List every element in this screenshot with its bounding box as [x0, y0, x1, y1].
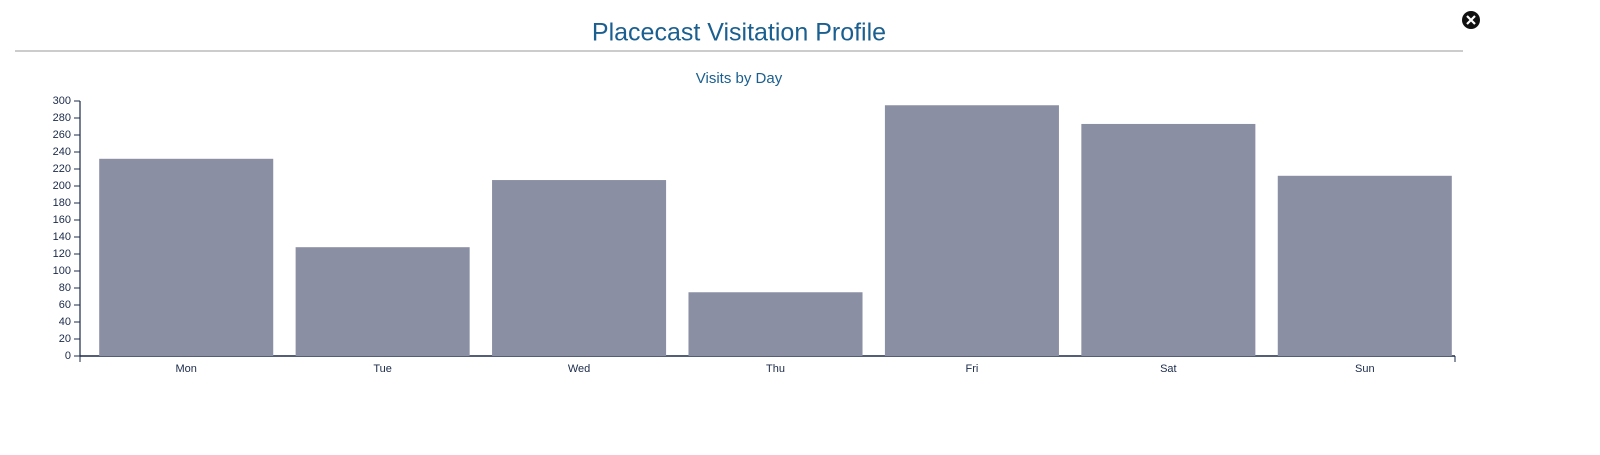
x-tick-label: Tue: [373, 363, 392, 375]
y-tick-label: 240: [53, 146, 71, 158]
y-tick-label: 40: [59, 316, 71, 328]
y-tick-label: 260: [53, 129, 71, 141]
close-button[interactable]: [1462, 11, 1480, 29]
close-cross: [1466, 15, 1476, 25]
y-tick-label: 100: [53, 265, 71, 277]
y-tick-label: 140: [53, 231, 71, 243]
bar: [688, 292, 863, 356]
y-tick-label: 60: [59, 299, 71, 311]
x-tick-label: Fri: [966, 363, 979, 375]
y-tick-label: 220: [53, 163, 71, 175]
x-tick-label: Mon: [176, 363, 197, 375]
bar: [1081, 123, 1256, 356]
y-tick-label: 180: [53, 197, 71, 209]
y-tick-label: 0: [65, 350, 71, 362]
x-tick-label: Sat: [1160, 363, 1177, 375]
bar: [99, 158, 274, 356]
bar: [884, 105, 1059, 356]
bar: [492, 180, 667, 356]
y-tick-label: 80: [59, 282, 71, 294]
y-tick-label: 20: [59, 333, 71, 345]
x-tick-label: Thu: [766, 363, 785, 375]
y-tick-label: 280: [53, 112, 71, 124]
bar: [295, 247, 470, 356]
x-tick-label: Wed: [568, 363, 590, 375]
chart-title: Placecast Visitation Profile: [592, 19, 886, 47]
bar: [1277, 175, 1452, 356]
x-tick-label: Sun: [1355, 363, 1375, 375]
chart-subtitle: Visits by Day: [696, 70, 783, 87]
y-tick-label: 120: [53, 248, 71, 260]
y-tick-label: 300: [53, 95, 71, 107]
y-tick-label: 160: [53, 214, 71, 226]
y-tick-label: 200: [53, 180, 71, 192]
